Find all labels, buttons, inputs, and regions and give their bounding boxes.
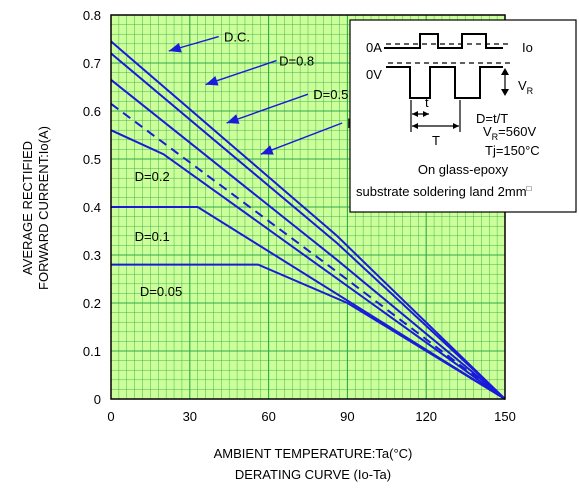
voltage-waveform <box>386 66 503 99</box>
vr-arrow-up-icon <box>501 68 509 75</box>
inset-label-0A: 0A <box>366 40 382 55</box>
y-tick-label: 0.7 <box>83 56 101 71</box>
series-line-d-0-2 <box>110 129 506 400</box>
inset-label-0V: 0V <box>366 67 382 82</box>
t-arrow-right-icon <box>423 111 429 117</box>
series-line-d-0-8 <box>110 52 506 400</box>
current-waveform <box>384 33 503 49</box>
inset-board-line2: substrate soldering land 2mm□ <box>356 184 532 199</box>
y-tick-label: 0.8 <box>83 8 101 23</box>
series-line-d-0-5 <box>110 79 506 400</box>
annotation-arrowhead-icon <box>205 76 219 86</box>
annotation-arrow-line <box>205 59 277 86</box>
inset-label-t: t <box>425 95 429 110</box>
x-tick-label: 150 <box>494 409 516 424</box>
t-arrow-left-icon <box>412 111 418 117</box>
annotation-label: D=0.05 <box>140 284 182 299</box>
inset-reverse-voltage: VR=560V <box>483 124 536 142</box>
y-axis-title-line1: AVERAGE RECTIFIED <box>20 141 35 275</box>
annotation-label: D.C. <box>224 30 250 45</box>
annotation-arrowhead-icon <box>226 114 240 124</box>
x-tick-label: 0 <box>107 409 114 424</box>
y-tick-label: 0.3 <box>83 248 101 263</box>
y-axis-title-line2: FORWARD CURRENT:Io(A) <box>36 126 51 290</box>
inset-duty-formula: D=t/T <box>476 111 508 126</box>
curve-annotations: D.C.D=0.8D=0.5half sin waveD=0.2D=0.1D=0… <box>135 30 423 299</box>
series-lines <box>110 40 506 400</box>
x-tick-label: 120 <box>415 409 437 424</box>
T-arrow-left-icon <box>412 123 418 129</box>
x-tick-label: 30 <box>183 409 197 424</box>
y-tick-label: 0.6 <box>83 104 101 119</box>
test-condition-inset: 0A 0V Io VR t T D=t/T VR=560V Tj=150°C O… <box>349 19 577 213</box>
series-line-d-0-05 <box>111 263 506 400</box>
inset-board-line1: On glass-epoxy <box>418 162 509 177</box>
x-axis-title: AMBIENT TEMPERATURE:Ta(°C) <box>214 446 413 461</box>
y-tick-label: 0.1 <box>83 344 101 359</box>
y-tick-label: 0.5 <box>83 152 101 167</box>
y-tick-label: 0 <box>94 392 101 407</box>
inset-label-T: T <box>432 133 440 148</box>
annotation-arrow-line <box>226 93 309 124</box>
inset-label-vr: VR <box>518 78 534 96</box>
y-tick-label: 0.2 <box>83 296 101 311</box>
T-arrow-right-icon <box>453 123 459 129</box>
inset-junction-temp: Tj=150°C <box>485 143 540 158</box>
x-tick-label: 60 <box>261 409 275 424</box>
annotation-arrow-line <box>260 122 343 155</box>
annotation-label: D=0.2 <box>135 169 170 184</box>
series-line-d-c- <box>110 40 506 400</box>
annotation-label: D=0.8 <box>279 54 314 69</box>
annotation-arrowhead-icon <box>260 145 274 155</box>
inset-box <box>349 19 577 213</box>
annotation-label: D=0.1 <box>135 229 170 244</box>
series-line-d-0-1 <box>111 206 506 400</box>
vr-arrow-down-icon <box>501 89 509 96</box>
x-tick-label: 90 <box>340 409 354 424</box>
chart-caption: DERATING CURVE (Io-Ta) <box>235 467 391 482</box>
series-line-half-sin-wave <box>110 102 506 400</box>
inset-label-Io: Io <box>522 40 533 55</box>
annotation-label: D=0.5 <box>313 87 348 102</box>
y-tick-label: 0.4 <box>83 200 101 215</box>
annotation-arrowhead-icon <box>168 42 182 53</box>
axis-ticks: 0 30 60 90 120 150 0 0.1 0.2 0.3 0.4 0.5 0.6 0.7 0.8 <box>83 8 516 424</box>
